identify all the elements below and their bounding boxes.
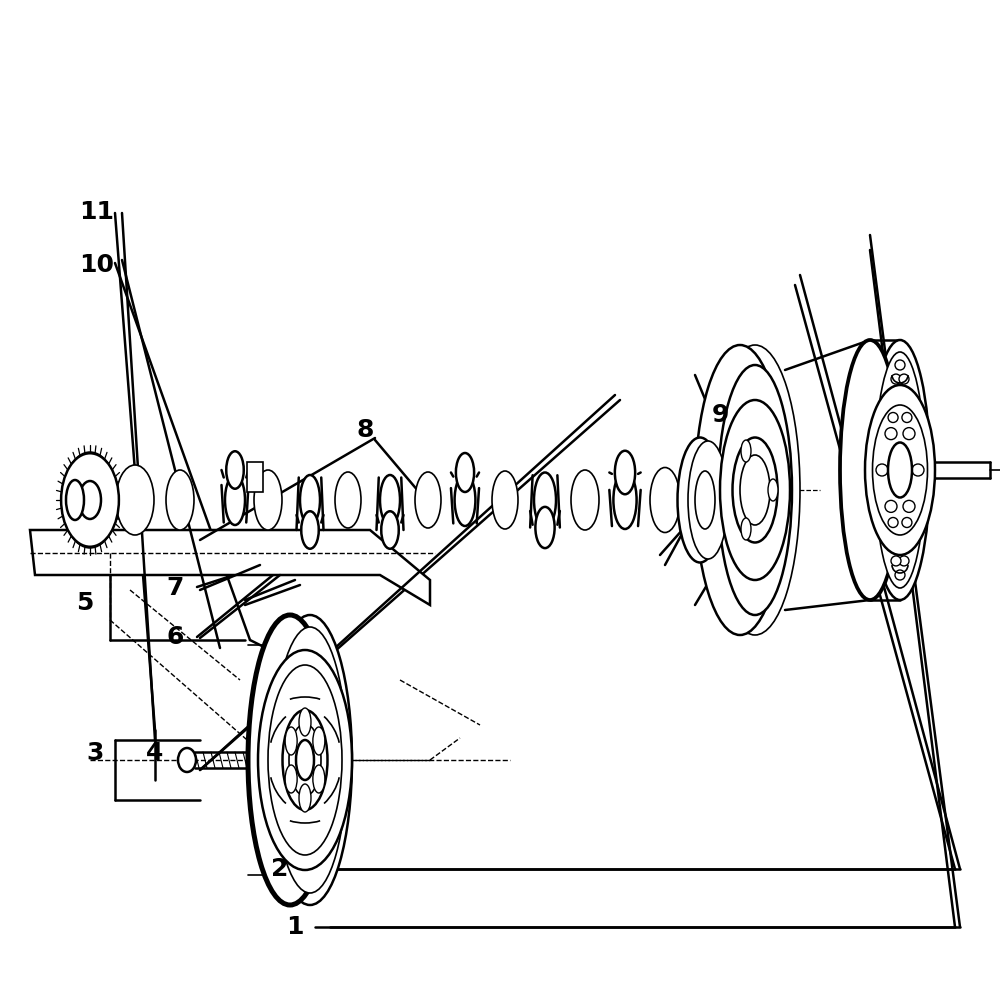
- Text: 6: 6: [166, 625, 184, 649]
- Ellipse shape: [296, 740, 314, 780]
- Text: 4: 4: [146, 741, 164, 765]
- Ellipse shape: [166, 470, 194, 530]
- Ellipse shape: [650, 467, 680, 533]
- Ellipse shape: [66, 480, 84, 520]
- Ellipse shape: [571, 470, 599, 530]
- Ellipse shape: [615, 451, 635, 494]
- Ellipse shape: [872, 405, 928, 535]
- Ellipse shape: [285, 765, 297, 793]
- Ellipse shape: [865, 385, 935, 555]
- Ellipse shape: [273, 627, 347, 893]
- Text: 8: 8: [356, 418, 374, 442]
- Ellipse shape: [380, 475, 400, 525]
- Ellipse shape: [335, 472, 361, 528]
- Ellipse shape: [226, 452, 244, 489]
- Polygon shape: [30, 530, 430, 605]
- Ellipse shape: [289, 724, 321, 796]
- Circle shape: [903, 465, 913, 475]
- Circle shape: [888, 413, 898, 423]
- Ellipse shape: [613, 471, 637, 529]
- Circle shape: [899, 556, 909, 566]
- Circle shape: [899, 374, 909, 384]
- Ellipse shape: [688, 441, 728, 559]
- Circle shape: [885, 500, 897, 513]
- Ellipse shape: [710, 345, 800, 635]
- Text: 2: 2: [271, 858, 289, 881]
- Text: 3: 3: [86, 741, 104, 765]
- Text: 5: 5: [76, 591, 94, 615]
- Ellipse shape: [740, 455, 770, 525]
- Ellipse shape: [61, 453, 119, 546]
- Ellipse shape: [870, 340, 930, 600]
- Ellipse shape: [720, 400, 790, 580]
- Ellipse shape: [268, 615, 352, 905]
- Circle shape: [902, 518, 912, 528]
- Bar: [247, 462, 263, 492]
- Ellipse shape: [258, 650, 352, 870]
- Ellipse shape: [768, 479, 778, 501]
- Circle shape: [887, 465, 897, 475]
- Ellipse shape: [79, 481, 101, 519]
- Ellipse shape: [678, 438, 722, 562]
- Ellipse shape: [695, 345, 785, 635]
- Ellipse shape: [492, 471, 518, 529]
- Circle shape: [895, 570, 905, 580]
- Ellipse shape: [283, 710, 328, 810]
- Ellipse shape: [875, 352, 925, 588]
- Text: 1: 1: [286, 915, 304, 939]
- Circle shape: [876, 464, 888, 476]
- Ellipse shape: [268, 665, 342, 855]
- Ellipse shape: [732, 438, 778, 542]
- Circle shape: [891, 374, 901, 384]
- Ellipse shape: [888, 443, 912, 498]
- Ellipse shape: [381, 511, 399, 548]
- Ellipse shape: [840, 340, 900, 600]
- Ellipse shape: [415, 472, 441, 528]
- Ellipse shape: [535, 507, 555, 548]
- Ellipse shape: [178, 748, 196, 772]
- Ellipse shape: [456, 453, 474, 492]
- Ellipse shape: [313, 727, 325, 755]
- Ellipse shape: [300, 475, 320, 525]
- Ellipse shape: [248, 615, 332, 905]
- Ellipse shape: [455, 474, 475, 526]
- Ellipse shape: [695, 471, 715, 529]
- Ellipse shape: [301, 511, 319, 548]
- Text: 7: 7: [166, 576, 184, 600]
- Ellipse shape: [254, 470, 282, 530]
- Circle shape: [888, 518, 898, 528]
- Circle shape: [891, 556, 901, 566]
- Ellipse shape: [285, 727, 297, 755]
- Ellipse shape: [299, 784, 311, 812]
- Ellipse shape: [741, 518, 751, 540]
- Circle shape: [903, 428, 915, 440]
- Text: 9: 9: [711, 403, 729, 427]
- Circle shape: [895, 360, 905, 370]
- Circle shape: [885, 428, 897, 440]
- Ellipse shape: [299, 708, 311, 736]
- Circle shape: [903, 500, 915, 513]
- Ellipse shape: [313, 765, 325, 793]
- Ellipse shape: [225, 475, 245, 525]
- Ellipse shape: [741, 440, 751, 462]
- Ellipse shape: [534, 472, 556, 528]
- Ellipse shape: [62, 453, 118, 547]
- Ellipse shape: [718, 365, 792, 615]
- Circle shape: [902, 413, 912, 423]
- Ellipse shape: [116, 465, 154, 535]
- Text: 11: 11: [80, 201, 114, 224]
- Text: 10: 10: [80, 253, 114, 277]
- Circle shape: [912, 464, 924, 476]
